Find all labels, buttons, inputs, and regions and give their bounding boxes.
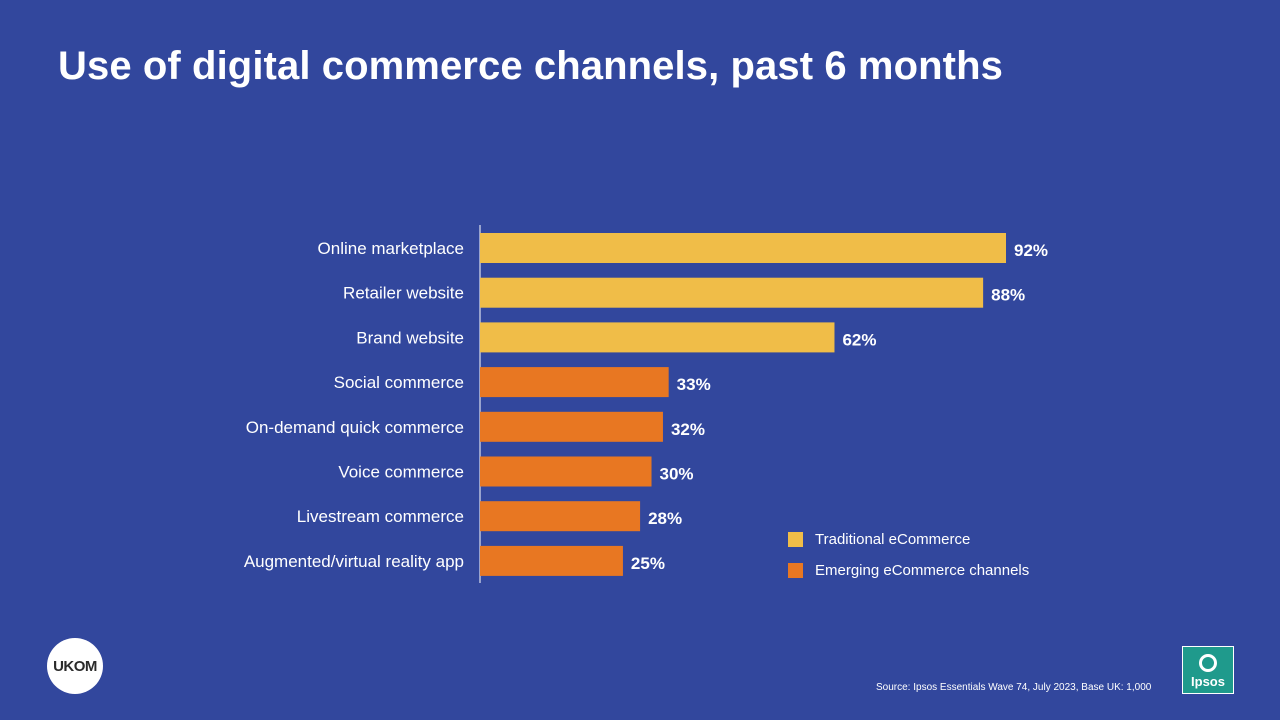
value-label-5: 30%	[660, 465, 694, 484]
legend-swatch-traditional	[788, 531, 803, 547]
category-label-5: Voice commerce	[338, 463, 464, 482]
ipsos-logo-text: Ipsos	[1191, 674, 1225, 689]
category-label-0: Online marketplace	[318, 239, 464, 258]
ipsos-logo: Ipsos	[1182, 646, 1234, 694]
ukom-logo-text: UKOM	[53, 657, 97, 675]
value-label-1: 88%	[991, 286, 1025, 305]
value-label-2: 62%	[842, 330, 876, 349]
bar-7	[480, 545, 623, 576]
bar-3	[480, 367, 669, 398]
value-label-6: 28%	[648, 509, 682, 528]
ipsos-mark-icon	[1199, 654, 1217, 672]
category-label-2: Brand website	[356, 328, 464, 347]
bar-1	[480, 277, 984, 308]
legend-label-traditional: Traditional eCommerce	[815, 530, 971, 548]
category-label-3: Social commerce	[334, 373, 464, 392]
category-label-7: Augmented/virtual reality app	[244, 552, 464, 571]
value-label-7: 25%	[631, 554, 665, 573]
bar-5	[480, 456, 652, 487]
category-label-1: Retailer website	[343, 284, 464, 303]
legend-swatch-emerging	[788, 562, 803, 578]
bar-0	[480, 233, 1006, 263]
page-title: Use of digital commerce channels, past 6…	[58, 44, 1003, 88]
source-note: Source: Ipsos Essentials Wave 74, July 2…	[876, 682, 1152, 693]
legend-label-emerging: Emerging eCommerce channels	[815, 561, 1030, 579]
ukom-logo: UKOM	[47, 638, 103, 694]
legend-item-emerging: Emerging eCommerce channels	[788, 560, 1029, 580]
bar-4	[480, 411, 663, 442]
value-label-0: 92%	[1014, 241, 1048, 260]
legend-item-traditional: Traditional eCommerce	[788, 529, 1029, 549]
category-label-4: On-demand quick commerce	[246, 418, 464, 437]
value-label-4: 32%	[671, 420, 705, 439]
chart-legend: Traditional eCommerce Emerging eCommerce…	[788, 529, 1029, 591]
bar-6	[480, 501, 641, 532]
category-label-6: Livestream commerce	[297, 507, 464, 526]
value-label-3: 33%	[677, 375, 711, 394]
bar-2	[480, 322, 835, 353]
